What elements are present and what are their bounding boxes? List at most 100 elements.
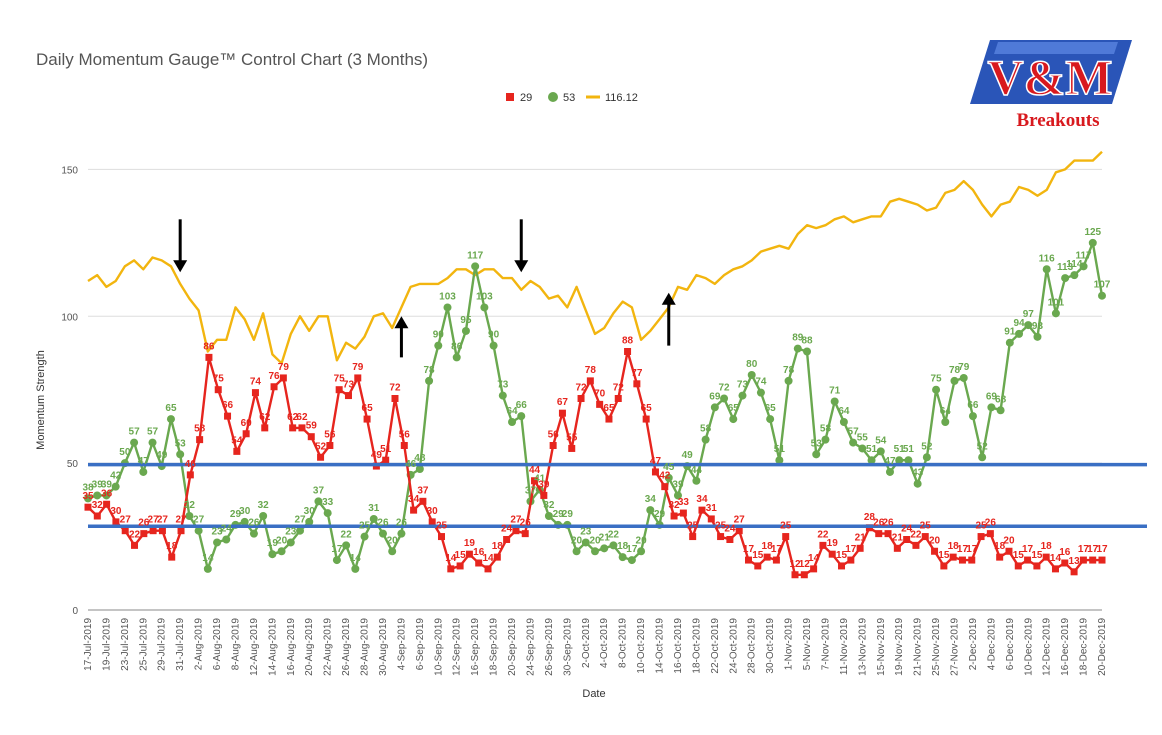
x-tick-label: 18-Dec-2019: [1079, 618, 1090, 676]
data-label-29: 22: [817, 529, 829, 540]
data-label-29: 39: [538, 479, 550, 490]
data-label-53: 51: [774, 444, 786, 455]
point-29: [856, 544, 864, 552]
point-53: [351, 564, 360, 573]
data-label-29: 72: [389, 383, 401, 394]
data-label-29: 14: [808, 553, 820, 564]
data-label-53: 74: [755, 377, 767, 388]
point-53: [1015, 329, 1024, 338]
point-29: [996, 553, 1004, 561]
data-label-29: 27: [120, 515, 132, 526]
point-53: [968, 412, 977, 421]
point-29: [112, 518, 120, 526]
data-label-29: 88: [622, 336, 634, 347]
point-29: [493, 553, 501, 561]
data-label-29: 55: [566, 432, 578, 443]
x-tick-label: 4-Sep-2019: [396, 618, 407, 671]
x-tick-label: 30-Sep-2019: [562, 618, 573, 676]
point-29: [438, 533, 446, 541]
point-53: [397, 529, 406, 538]
data-label-53: 26: [396, 518, 408, 529]
data-label-29: 52: [315, 441, 327, 452]
point-53: [415, 465, 424, 473]
data-label-53: 45: [663, 462, 675, 473]
point-29: [475, 559, 483, 567]
data-label-29: 34: [408, 494, 420, 505]
point-53: [885, 467, 894, 476]
data-label-29: 27: [734, 515, 746, 526]
data-label-53: 53: [175, 438, 187, 449]
data-label-29: 75: [334, 374, 346, 385]
point-29: [549, 442, 557, 449]
data-label-29: 24: [724, 524, 736, 535]
point-29: [800, 571, 808, 579]
point-53: [591, 547, 599, 556]
data-label-53: 42: [110, 471, 122, 482]
point-29: [847, 556, 855, 564]
data-label-29: 79: [278, 362, 290, 373]
data-label-29: 22: [129, 529, 141, 540]
x-tick-label: 22-Aug-2019: [323, 618, 334, 676]
point-53: [369, 514, 378, 523]
data-label-29: 18: [1041, 541, 1053, 552]
chart-title: Daily Momentum Gauge™ Control Chart (3 M…: [36, 50, 429, 69]
data-label-53: 64: [940, 406, 952, 417]
data-label-53: 114: [1066, 259, 1083, 270]
point-29: [577, 395, 585, 402]
x-tick-label: 13-Nov-2019: [857, 618, 868, 676]
data-label-29: 27: [157, 515, 169, 526]
point-53: [342, 541, 351, 550]
data-label-53: 54: [875, 435, 887, 446]
point-29: [326, 442, 334, 449]
data-label-29: 17: [845, 544, 857, 555]
point-29: [428, 518, 436, 526]
point-53: [148, 438, 157, 447]
data-label-53: 37: [313, 485, 325, 496]
data-label-53: 57: [848, 427, 860, 438]
data-label-53: 31: [368, 503, 380, 514]
x-tick-label: 5-Nov-2019: [802, 618, 813, 671]
legend-marker-53: [548, 92, 558, 102]
data-label-29: 25: [920, 521, 932, 532]
point-29: [931, 547, 939, 555]
data-label-29: 28: [864, 512, 876, 523]
data-label-53: 49: [682, 450, 694, 461]
point-53: [517, 412, 526, 421]
data-label-29: 15: [1031, 550, 1043, 561]
data-label-29: 18: [994, 541, 1006, 552]
data-label-29: 14: [445, 553, 457, 564]
data-label-53: 66: [516, 400, 528, 411]
point-29: [819, 541, 827, 549]
data-label-29: 17: [771, 544, 783, 555]
data-label-29: 18: [948, 541, 960, 552]
data-label-53: 113: [1057, 262, 1074, 273]
point-53: [830, 397, 839, 406]
data-label-29: 67: [557, 397, 569, 408]
data-label-53: 29: [553, 509, 565, 520]
data-label-29: 17: [1087, 544, 1099, 555]
point-53: [277, 547, 286, 556]
point-53: [166, 415, 175, 424]
point-29: [670, 512, 678, 520]
point-29: [1098, 556, 1106, 564]
point-29: [707, 515, 715, 523]
data-label-29: 17: [1022, 544, 1034, 555]
point-29: [186, 471, 194, 479]
point-53: [867, 456, 876, 465]
data-label-29: 17: [1096, 544, 1108, 555]
data-label-53: 78: [949, 365, 961, 376]
data-label-53: 65: [728, 403, 740, 414]
logo-blue-banner: [970, 40, 1132, 104]
point-29: [1024, 556, 1032, 564]
data-label-53: 90: [488, 330, 500, 341]
point-53: [803, 347, 812, 356]
data-label-29: 33: [678, 497, 690, 508]
point-53: [360, 532, 369, 541]
data-label-53: 20: [589, 535, 601, 546]
point-29: [614, 395, 622, 402]
data-label-53: 32: [543, 500, 555, 511]
point-53: [747, 371, 756, 379]
point-29: [968, 556, 976, 564]
y-tick-label: 150: [61, 165, 78, 176]
data-label-53: 80: [746, 359, 758, 370]
